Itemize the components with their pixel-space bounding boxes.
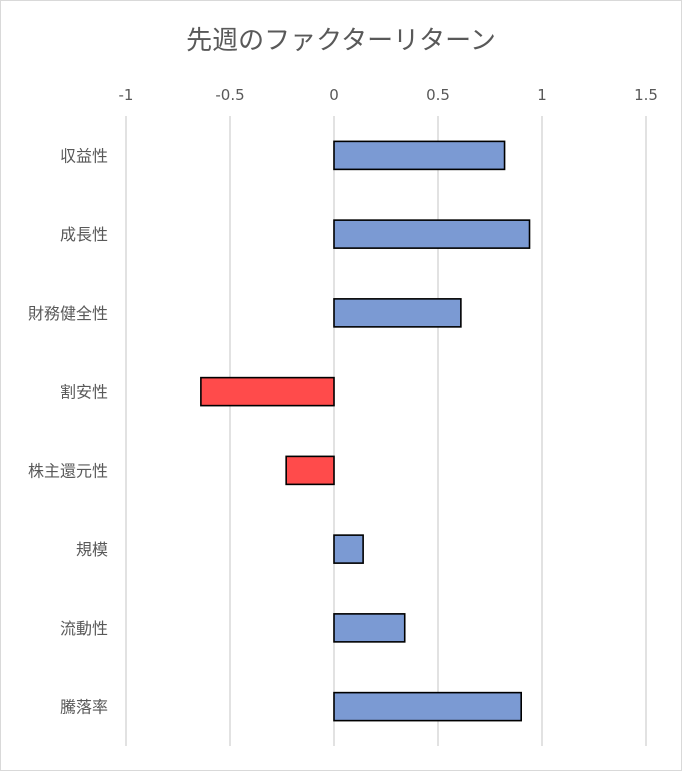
category-label: 株主還元性	[28, 461, 108, 480]
category-label: 成長性	[60, 225, 108, 244]
x-tick-label: 0	[329, 86, 339, 104]
category-label: 騰落率	[60, 698, 108, 717]
bar	[200, 376, 335, 407]
chart-title: 先週のファクターリターン	[186, 26, 496, 56]
gridlines	[125, 116, 647, 746]
bars	[200, 140, 531, 722]
x-tick-label: -0.5	[215, 86, 244, 104]
bar	[333, 534, 364, 564]
bar	[333, 298, 462, 328]
bar	[333, 691, 522, 722]
x-tick-label: 0.5	[426, 86, 450, 104]
bar	[333, 613, 406, 643]
x-tick-label: -1	[119, 86, 134, 104]
x-tick-label: 1.5	[634, 86, 658, 104]
category-label: 割安性	[60, 383, 108, 402]
x-tick-label: 1	[537, 86, 547, 104]
bar	[285, 455, 335, 486]
category-label: 規模	[76, 540, 108, 559]
category-label: 財務健全性	[28, 304, 108, 323]
x-tick-labels: -1 -0.5 0 0.5 1 1.5	[119, 86, 658, 104]
category-label: 流動性	[60, 619, 108, 638]
bar	[333, 140, 506, 171]
bar	[333, 219, 531, 249]
category-label: 収益性	[60, 146, 108, 165]
